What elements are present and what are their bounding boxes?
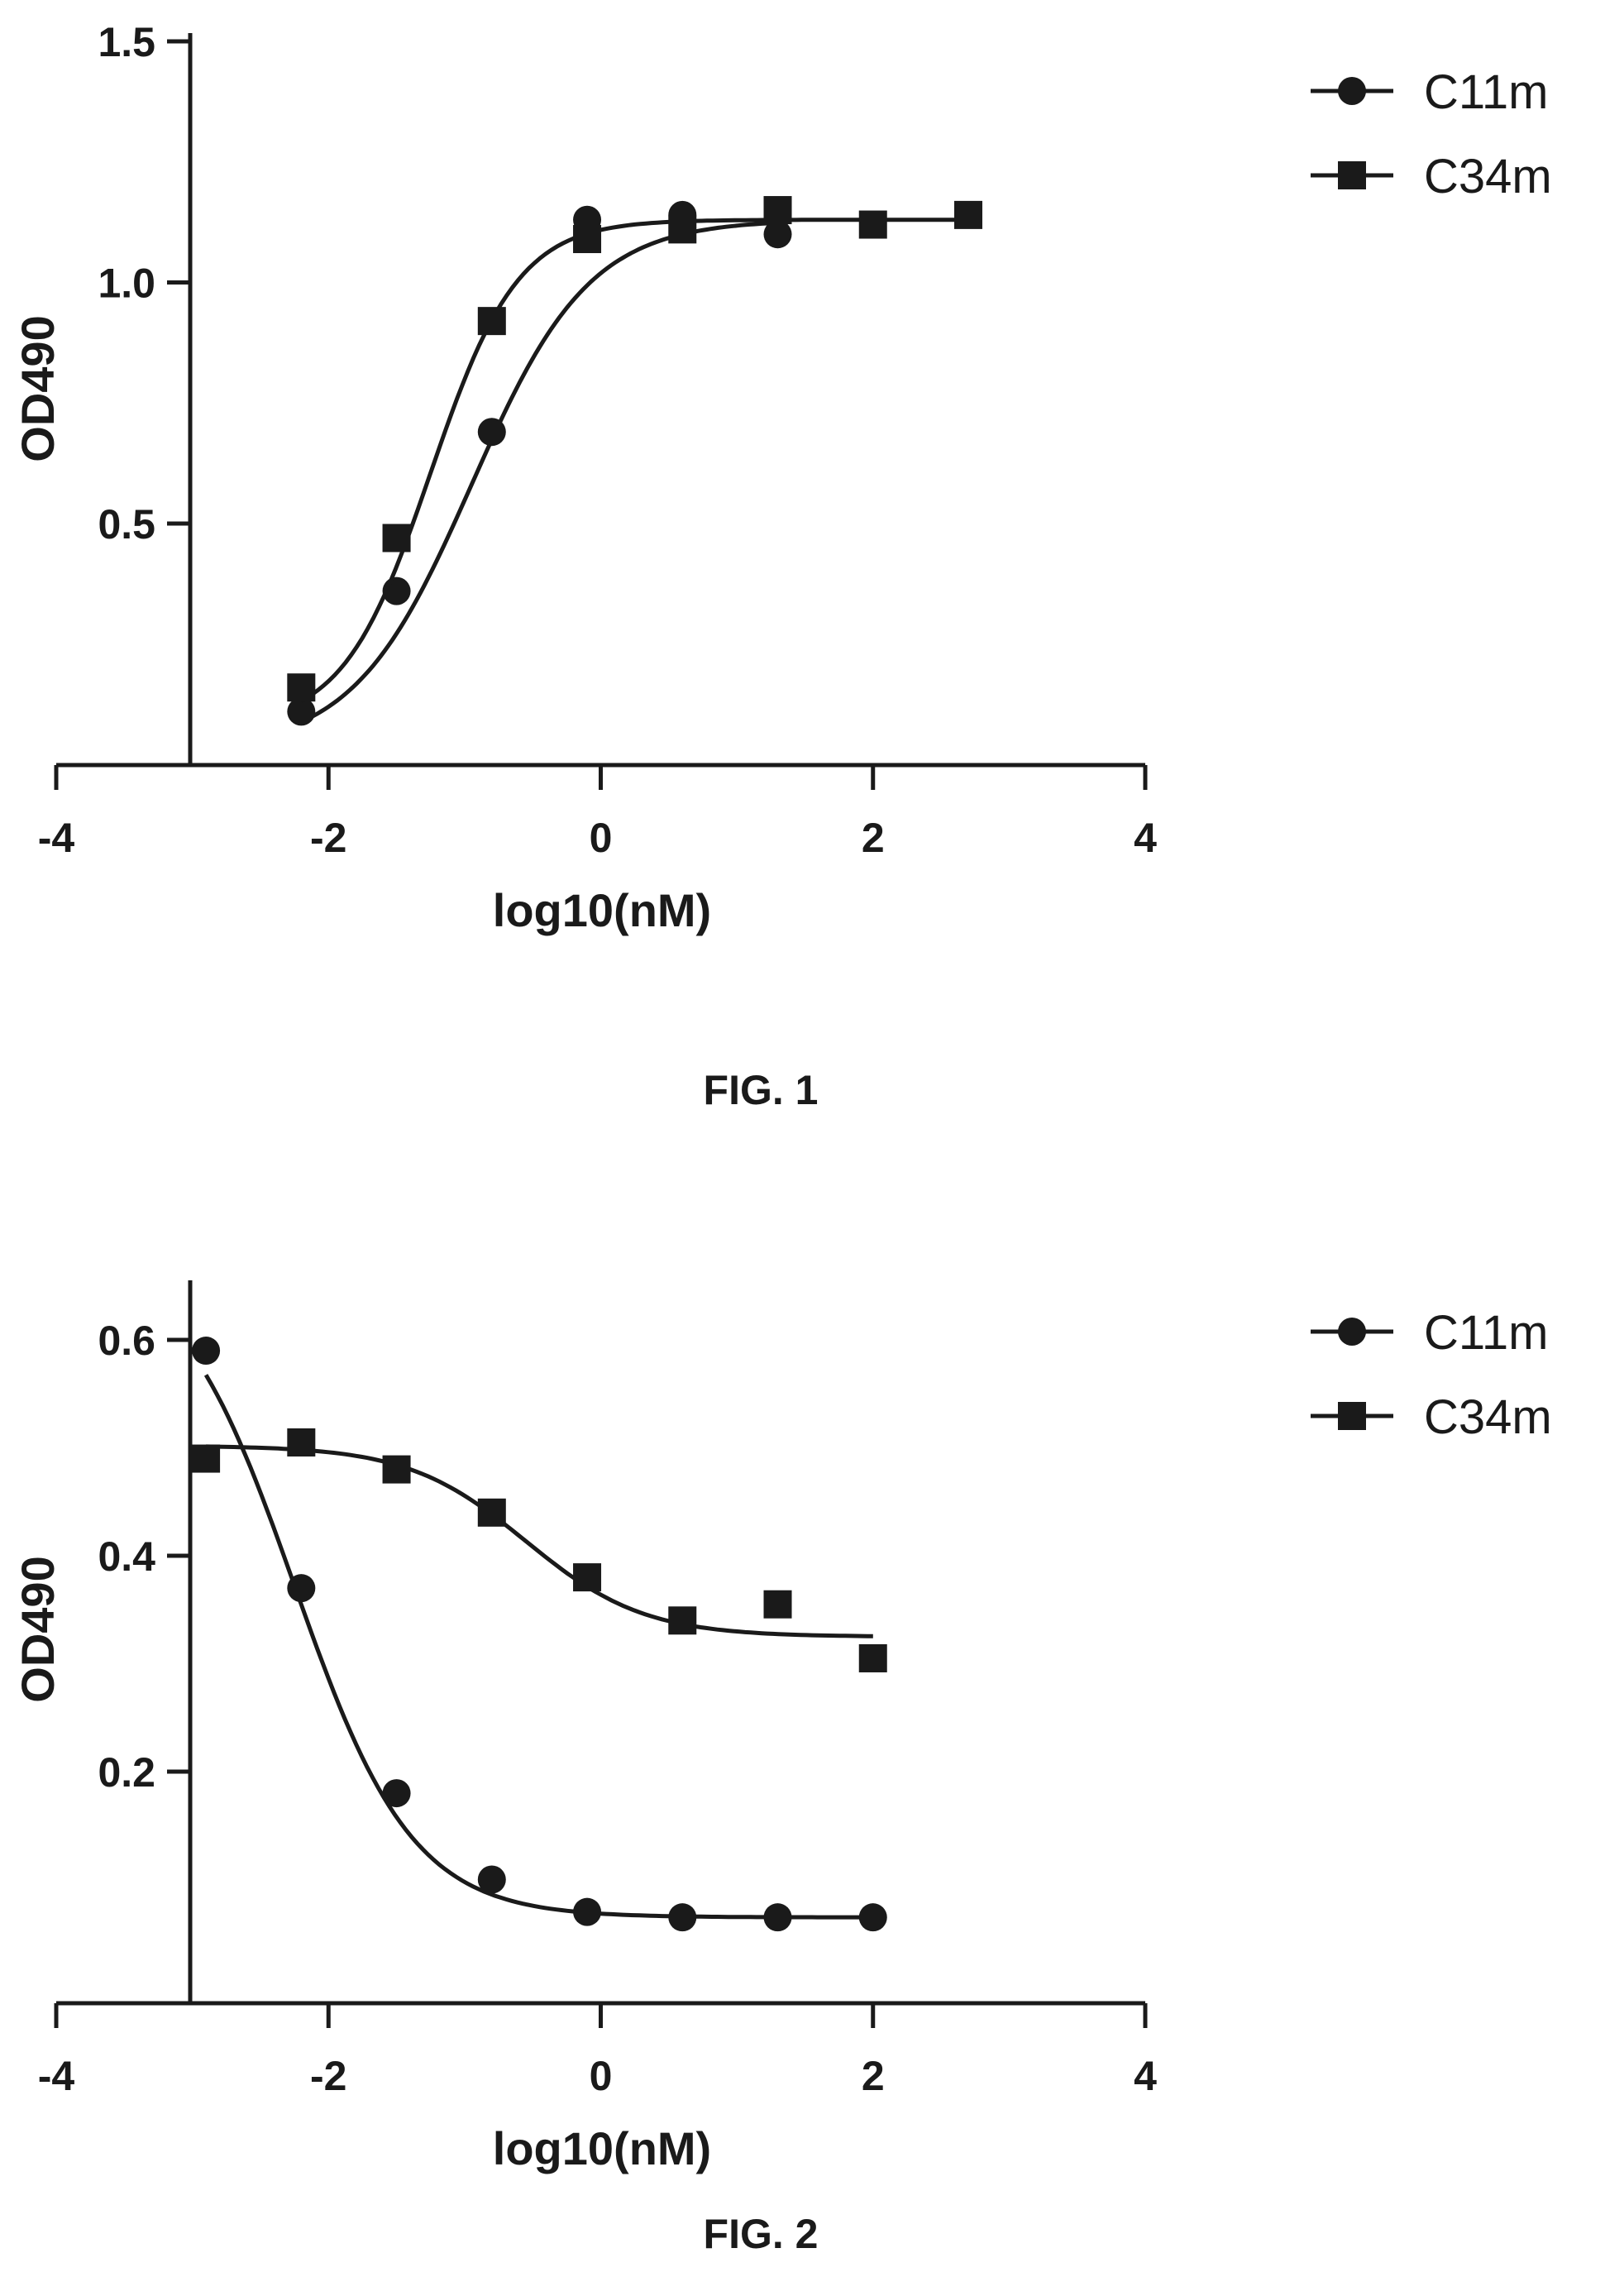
- data-point-c34m: [382, 1455, 411, 1484]
- x-tick-label: 4: [1134, 815, 1157, 861]
- x-tick-label: 0: [590, 815, 613, 861]
- figure-caption: FIG. 1: [704, 1067, 819, 1113]
- fit-curve-c11m: [203, 1374, 873, 1920]
- data-point-c34m: [953, 200, 982, 229]
- legend-item-c11m: C11m: [1311, 1306, 1548, 1360]
- x-tick-label: 0: [590, 2053, 613, 2099]
- data-point-c11m: [763, 1903, 792, 1932]
- data-point-c34m: [477, 1498, 506, 1527]
- data-point-c11m: [477, 1865, 506, 1894]
- y-tick-label: 0.6: [98, 1318, 155, 1364]
- data-point-c11m: [763, 220, 792, 249]
- data-point-c11m: [477, 418, 506, 447]
- figure-caption: FIG. 2: [704, 2211, 819, 2257]
- data-point-c11m: [287, 697, 316, 726]
- y-tick-label: 0.4: [98, 1533, 155, 1580]
- data-point-c34m: [858, 210, 887, 239]
- data-point-c34m: [287, 673, 316, 702]
- x-axis-title: log10(nM): [493, 884, 711, 936]
- legend-marker-square: [1338, 1402, 1366, 1430]
- data-point-c34m: [192, 1444, 221, 1473]
- x-tick-label: 2: [862, 2053, 885, 2099]
- legend-marker-square: [1338, 161, 1366, 189]
- data-point-c34m: [858, 1643, 887, 1672]
- fit-curve-c11m: [300, 220, 778, 725]
- legend-label: C34m: [1424, 150, 1552, 203]
- fit-curve-c34m: [206, 1444, 873, 1638]
- legend-item-c34m: C34m: [1311, 1390, 1552, 1444]
- data-point-c34m: [573, 1563, 602, 1592]
- x-axis-title: log10(nM): [493, 2122, 711, 2174]
- x-tick-label: -4: [38, 2053, 75, 2099]
- data-point-c34m: [382, 524, 411, 552]
- data-point-c34m: [287, 1428, 316, 1457]
- x-tick-label: -4: [38, 815, 75, 861]
- data-point-c11m: [287, 1574, 316, 1603]
- x-tick-label: -2: [310, 815, 346, 861]
- data-point-c11m: [192, 1337, 221, 1366]
- y-axis-title: OD490: [12, 1556, 64, 1702]
- data-point-c34m: [763, 196, 792, 225]
- data-point-c11m: [858, 1903, 887, 1932]
- y-tick-label: 1.5: [98, 19, 155, 65]
- legend-item-c34m: C34m: [1311, 150, 1552, 203]
- y-tick-label: 0.2: [98, 1749, 155, 1796]
- data-point-c34m: [668, 1606, 697, 1635]
- y-tick-label: 1.0: [98, 261, 155, 307]
- legend-label: C11m: [1424, 1306, 1548, 1360]
- chart-panel-2: -4 -2 0 2 4 0.2 0.4 0.6 log10(nM) OD490 C11m C34m FI…: [12, 1280, 1552, 2257]
- data-point-c34m: [763, 1590, 792, 1619]
- x-tick-label: -2: [310, 2053, 346, 2099]
- y-axis-title: OD490: [12, 315, 64, 462]
- data-point-c11m: [668, 1903, 697, 1932]
- data-point-c34m: [668, 215, 697, 244]
- x-tick-label: 2: [862, 815, 885, 861]
- legend-label: C11m: [1424, 65, 1548, 119]
- data-point-c11m: [382, 1779, 411, 1808]
- legend-marker-circle: [1338, 1318, 1366, 1346]
- data-point-c34m: [573, 225, 602, 254]
- x-tick-label: 4: [1134, 2053, 1157, 2099]
- legend-label: C34m: [1424, 1390, 1552, 1444]
- legend-marker-circle: [1338, 77, 1366, 105]
- legend-item-c11m: C11m: [1311, 65, 1548, 119]
- chart-panel-1: -4 -2 0 2 4 0.5 1.0 1.5 log10(nM) OD490 C11m C34m FI…: [12, 19, 1552, 1113]
- data-point-c34m: [477, 307, 506, 336]
- data-point-c11m: [573, 1897, 602, 1926]
- fit-curve-c34m: [300, 218, 968, 703]
- y-tick-label: 0.5: [98, 501, 155, 548]
